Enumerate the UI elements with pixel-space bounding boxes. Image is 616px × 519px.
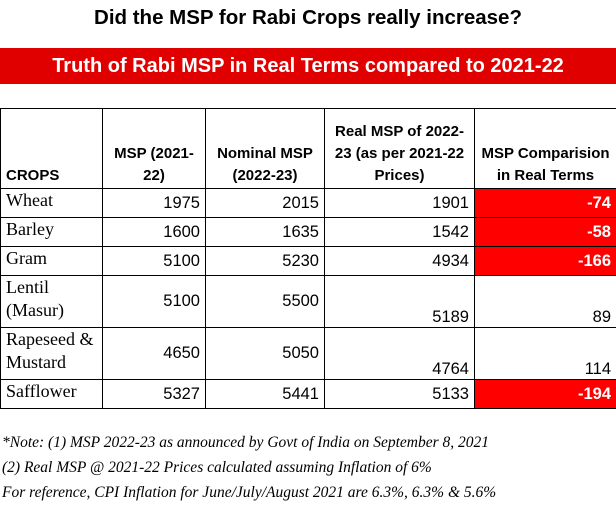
real-cell: 5133 [324, 379, 475, 409]
table-header-row: CROPS MSP (2021-22) Nominal MSP (2022-23… [0, 108, 616, 189]
msp-cell: 4650 [102, 327, 206, 380]
real-cell: 5189 [324, 275, 475, 328]
header-comparison: MSP Comparision in Real Terms [474, 108, 616, 189]
diff-cell: -166 [474, 246, 616, 276]
msp-cell: 5100 [102, 275, 206, 328]
crop-cell: Barley [0, 217, 103, 247]
nominal-cell: 1635 [205, 217, 325, 247]
table-row: Gram 5100 5230 4934 -166 [0, 246, 616, 276]
msp-cell: 5327 [102, 379, 206, 409]
diff-cell: 89 [474, 275, 616, 328]
table-row: Safflower 5327 5441 5133 -194 [0, 379, 616, 409]
footnote: *Note: (1) MSP 2022-23 as announced by G… [2, 430, 614, 505]
banner-heading: Truth of Rabi MSP in Real Terms compared… [0, 48, 616, 84]
header-real-msp: Real MSP of 2022-23 (as per 2021-22 Pric… [324, 108, 475, 189]
nominal-cell: 5230 [205, 246, 325, 276]
crop-cell: Safflower [0, 379, 103, 409]
crop-cell: Rapeseed & Mustard [0, 327, 103, 380]
table-row: Barley 1600 1635 1542 -58 [0, 217, 616, 247]
table-row: Wheat 1975 2015 1901 -74 [0, 188, 616, 218]
real-cell: 4764 [324, 327, 475, 380]
real-cell: 1901 [324, 188, 475, 218]
table-row: Lentil (Masur) 5100 5500 5189 89 [0, 275, 616, 328]
footnote-line: For reference, CPI Inflation for June/Ju… [2, 484, 497, 501]
diff-cell: -58 [474, 217, 616, 247]
nominal-cell: 5500 [205, 275, 325, 328]
crop-cell: Wheat [0, 188, 103, 218]
header-crops: CROPS [0, 108, 103, 189]
diff-cell: -74 [474, 188, 616, 218]
real-cell: 1542 [324, 217, 475, 247]
page-title: Did the MSP for Rabi Crops really increa… [94, 6, 522, 29]
crop-cell: Lentil (Masur) [0, 275, 103, 328]
nominal-cell: 2015 [205, 188, 325, 218]
footnote-line: (2) Real MSP @ 2021-22 Prices calculated… [2, 459, 432, 476]
header-msp-2021-22: MSP (2021-22) [102, 108, 206, 189]
diff-cell: 114 [474, 327, 616, 380]
header-nominal-msp: Nominal MSP (2022-23) [205, 108, 325, 189]
table-row: Rapeseed & Mustard 4650 5050 4764 114 [0, 327, 616, 380]
msp-table: CROPS MSP (2021-22) Nominal MSP (2022-23… [0, 108, 616, 409]
diff-cell: -194 [474, 379, 616, 409]
nominal-cell: 5441 [205, 379, 325, 409]
msp-cell: 5100 [102, 246, 206, 276]
footnote-line: *Note: (1) MSP 2022-23 as announced by G… [2, 434, 490, 451]
nominal-cell: 5050 [205, 327, 325, 380]
real-cell: 4934 [324, 246, 475, 276]
msp-cell: 1600 [102, 217, 206, 247]
msp-cell: 1975 [102, 188, 206, 218]
crop-cell: Gram [0, 246, 103, 276]
